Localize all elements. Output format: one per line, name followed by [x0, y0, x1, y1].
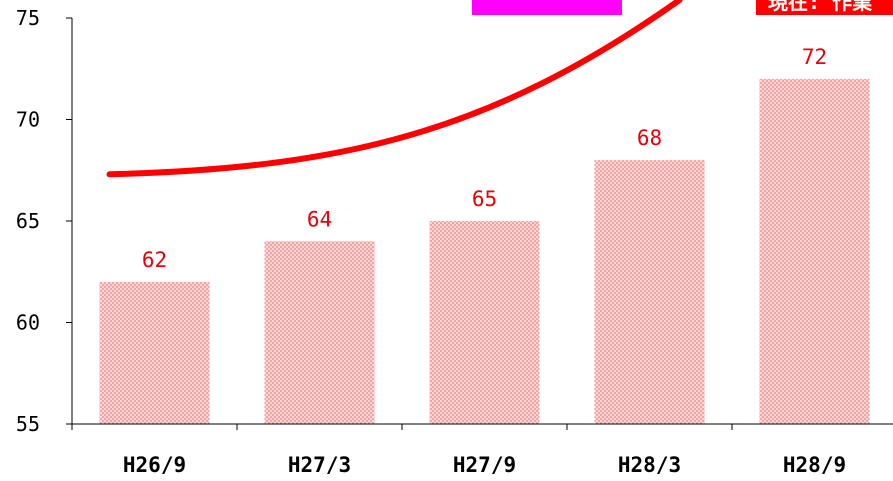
data-label-H26/9: 62 [142, 248, 167, 272]
y-tick-label-60: 60 [16, 311, 40, 335]
bar-H27/9 [429, 221, 540, 424]
bar-H28/9 [759, 78, 870, 425]
y-tick-label-75: 75 [16, 6, 40, 30]
x-tick-label-H27/3: H27/3 [288, 453, 351, 477]
y-tick-label-65: 65 [16, 209, 40, 233]
bar-H28/3 [594, 160, 705, 424]
x-tick-label-H27/9: H27/9 [453, 453, 516, 477]
callout-box-2 [756, 0, 893, 15]
data-label-H27/3: 64 [307, 207, 332, 231]
x-tick-label-H26/9: H26/9 [123, 453, 186, 477]
data-label-H28/3: 68 [637, 126, 662, 150]
x-tick-label-H28/3: H28/3 [618, 453, 681, 477]
bar-H26/9 [99, 281, 210, 424]
callout-box-1 [472, 0, 622, 15]
callout-text-2: 現在: 作業 [768, 0, 873, 14]
trend-line [106, 0, 683, 178]
y-tick-label-55: 55 [16, 412, 40, 436]
data-label-H27/9: 65 [472, 187, 497, 211]
bar-H27/3 [264, 241, 375, 424]
data-label-H28/9: 72 [802, 45, 827, 69]
x-tick-label-H28/9: H28/9 [783, 453, 846, 477]
y-tick-label-70: 70 [16, 108, 40, 132]
